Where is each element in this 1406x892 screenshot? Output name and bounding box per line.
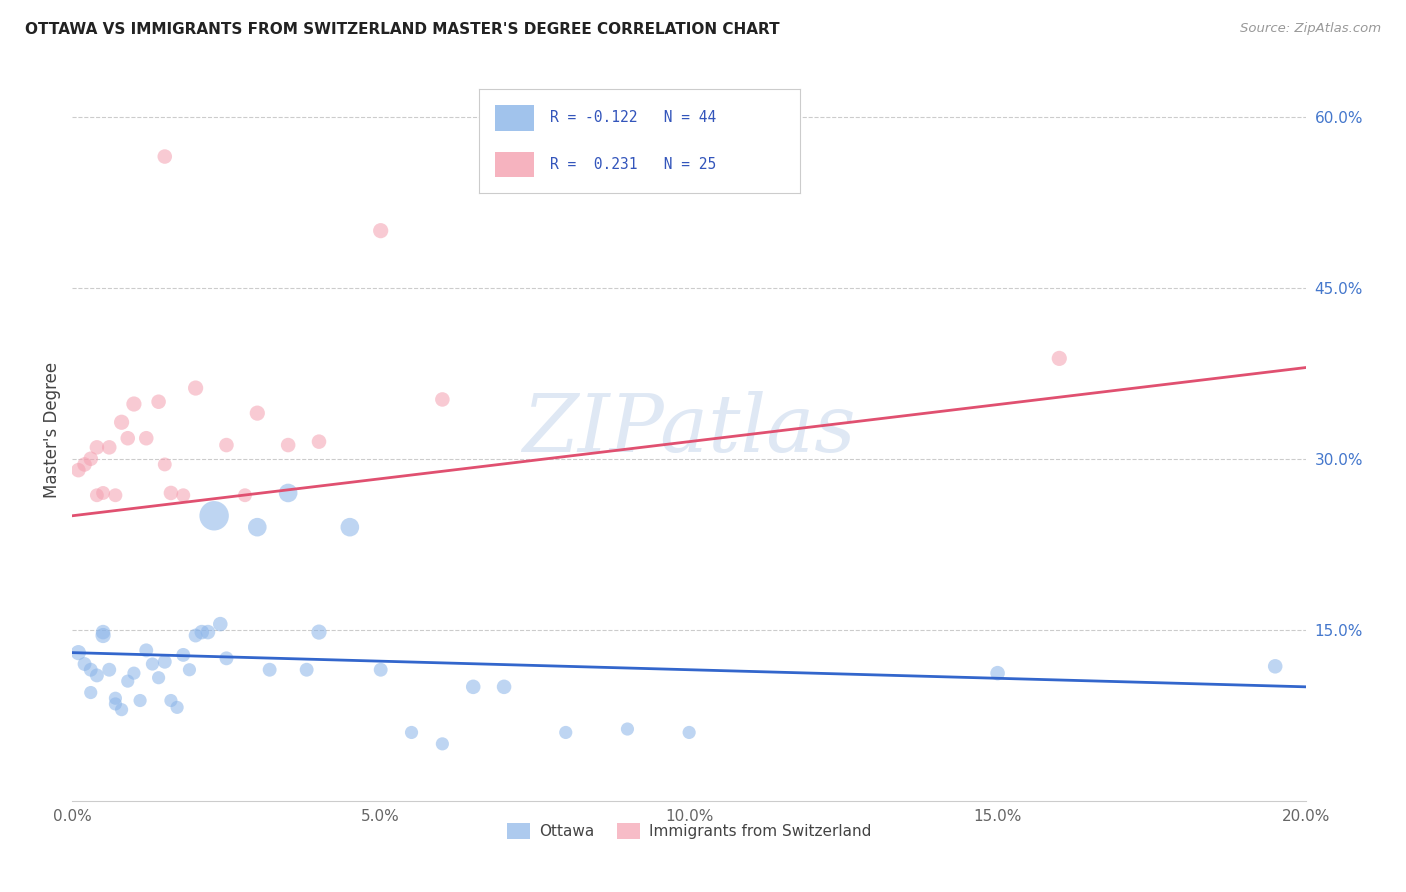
Legend: Ottawa, Immigrants from Switzerland: Ottawa, Immigrants from Switzerland [501, 817, 877, 845]
Point [80, 663, 103, 677]
Point [987, 666, 1010, 681]
Point [110, 703, 132, 717]
Point [233, 488, 256, 502]
Point [197, 625, 219, 640]
Text: OTTAWA VS IMMIGRANTS FROM SWITZERLAND MASTER'S DEGREE CORRELATION CHART: OTTAWA VS IMMIGRANTS FROM SWITZERLAND MA… [25, 22, 780, 37]
Point [98, 441, 121, 455]
Point [494, 680, 516, 694]
Point [160, 486, 183, 500]
Point [135, 643, 157, 657]
Text: ZIPatlas: ZIPatlas [523, 392, 856, 469]
Point [209, 617, 232, 632]
Point [117, 431, 139, 445]
Point [432, 392, 454, 407]
Point [259, 663, 281, 677]
Point [172, 488, 194, 502]
Point [370, 663, 392, 677]
Point [122, 666, 145, 681]
Point [110, 415, 132, 429]
Point [67, 646, 90, 660]
Point [86, 668, 108, 682]
Point [401, 725, 423, 739]
Point [191, 625, 214, 640]
Point [86, 488, 108, 502]
Point [463, 680, 485, 694]
Point [432, 737, 454, 751]
Point [246, 520, 269, 534]
Point [98, 663, 121, 677]
Point [616, 722, 638, 736]
Point [215, 651, 238, 665]
Point [86, 441, 108, 455]
Point [148, 671, 170, 685]
Point [80, 685, 103, 699]
Text: Source: ZipAtlas.com: Source: ZipAtlas.com [1240, 22, 1381, 36]
Point [215, 438, 238, 452]
Point [370, 224, 392, 238]
Y-axis label: Master's Degree: Master's Degree [44, 362, 60, 499]
Point [91, 628, 114, 642]
Point [91, 486, 114, 500]
Point [135, 431, 157, 445]
Point [91, 625, 114, 640]
Point [172, 648, 194, 662]
Point [67, 463, 90, 477]
Point [141, 657, 163, 671]
Point [153, 149, 176, 163]
Point [295, 663, 318, 677]
Point [179, 663, 201, 677]
Point [153, 458, 176, 472]
Point [554, 725, 576, 739]
Point [166, 700, 188, 714]
Point [277, 486, 299, 500]
Point [1047, 351, 1070, 366]
Point [277, 438, 299, 452]
Point [153, 655, 176, 669]
Point [148, 394, 170, 409]
Point [104, 488, 127, 502]
Point [1264, 659, 1286, 673]
Point [160, 693, 183, 707]
Point [184, 628, 207, 642]
Point [202, 508, 225, 523]
Point [117, 674, 139, 689]
Point [308, 434, 330, 449]
Point [73, 657, 96, 671]
Point [246, 406, 269, 420]
Point [678, 725, 700, 739]
Point [104, 697, 127, 711]
Point [184, 381, 207, 395]
Point [80, 451, 103, 466]
Point [339, 520, 361, 534]
Point [104, 691, 127, 706]
Point [129, 693, 152, 707]
Point [122, 397, 145, 411]
Point [73, 458, 96, 472]
Point [308, 625, 330, 640]
